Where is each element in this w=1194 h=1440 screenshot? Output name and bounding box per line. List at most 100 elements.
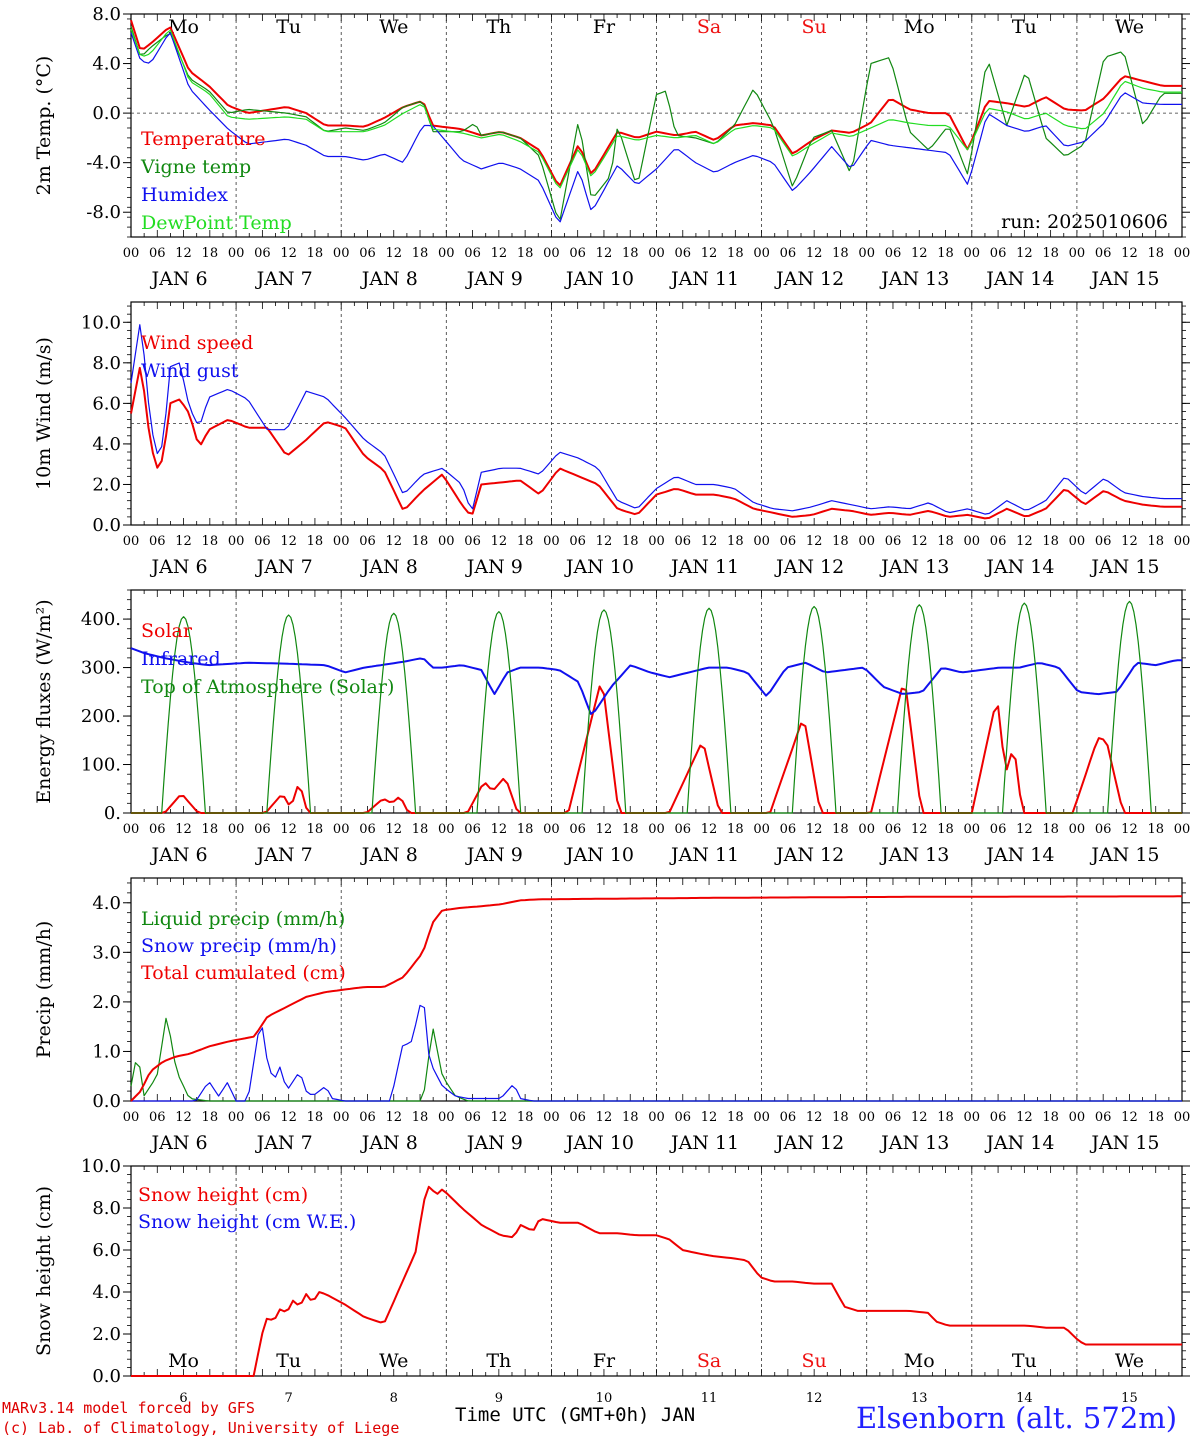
hour-tick-label: 00 <box>964 822 981 837</box>
y-tick-label: 8.0 <box>92 1198 121 1219</box>
y-tick-label: 4.0 <box>92 893 121 914</box>
hour-tick-label: 18 <box>517 822 534 837</box>
day-name-label: Tu <box>1012 1350 1037 1372</box>
chart-panel-precip: 4.0 3.0 2.0 1.0 0.0 Precip (mm/h) 00 06 12 18 00 06… <box>33 877 1190 1154</box>
hour-tick-label: 00 <box>648 822 665 837</box>
panel-frame <box>130 13 1183 238</box>
y-tick-label: 10.0 <box>81 312 121 333</box>
hour-tick-label: 06 <box>780 1110 797 1125</box>
date-label: JAN 6 <box>150 556 208 578</box>
hour-tick-label: 06 <box>254 822 271 837</box>
hour-tick-label: 00 <box>1174 534 1191 549</box>
hour-tick-label: 18 <box>1042 822 1059 837</box>
hour-tick-label: 18 <box>517 246 534 261</box>
date-label: JAN 8 <box>360 268 418 290</box>
hour-tick-label: 00 <box>648 246 665 261</box>
hour-tick-label: 18 <box>1147 534 1164 549</box>
day-number-label: 10 <box>596 1391 613 1406</box>
hour-tick-label: 06 <box>149 822 166 837</box>
hour-tick-label: 18 <box>517 1110 534 1125</box>
hour-tick-label: 18 <box>832 1110 849 1125</box>
hour-tick-label: 06 <box>569 534 586 549</box>
hour-tick-label: 00 <box>964 1110 981 1125</box>
hour-tick-label: 12 <box>491 822 508 837</box>
hour-tick-label: 18 <box>622 246 639 261</box>
y-axis-label: 2m Temp. (°C) <box>33 56 55 196</box>
legend-entry: DewPoint Temp <box>141 212 292 234</box>
hour-tick-label: 06 <box>1095 822 1112 837</box>
date-label: JAN 8 <box>360 1132 418 1154</box>
hour-tick-label: 18 <box>412 534 429 549</box>
hour-tick-label: 00 <box>228 534 245 549</box>
y-tick-label: 8.0 <box>92 4 121 25</box>
hour-tick-label: 00 <box>543 534 560 549</box>
time-axis-label: Time UTC (GMT+0h) JAN <box>455 1404 696 1426</box>
date-label: JAN 6 <box>150 844 208 866</box>
hour-tick-label: 06 <box>885 822 902 837</box>
y-tick-label: 3.0 <box>92 942 121 963</box>
hour-tick-label: 12 <box>1016 822 1033 837</box>
hour-tick-label: 00 <box>753 534 770 549</box>
chart-panel-wind: 10.0 8.0 6.0 4.0 2.0 0.0 10m Wind (m/s) 00 06 12 1… <box>33 301 1191 578</box>
y-tick-label: 4.0 <box>92 54 121 75</box>
station-label: Elsenborn (alt. 572m) <box>856 1401 1178 1435</box>
hour-tick-label: 12 <box>385 822 402 837</box>
y-tick-label: -8.0 <box>86 202 121 223</box>
hour-tick-label: 00 <box>964 534 981 549</box>
day-number-label: 7 <box>285 1391 293 1406</box>
hour-tick-label: 12 <box>911 534 928 549</box>
hour-tick-label: 06 <box>359 1110 376 1125</box>
y-tick-label: 0.0 <box>92 515 121 536</box>
hour-tick-label: 18 <box>622 822 639 837</box>
hour-tick-label: 00 <box>858 1110 875 1125</box>
hour-tick-label: 00 <box>228 246 245 261</box>
hour-tick-label: 12 <box>1121 534 1138 549</box>
hour-tick-label: 00 <box>438 822 455 837</box>
y-tick-label: 200. <box>81 706 121 727</box>
date-label: JAN 15 <box>1089 556 1159 578</box>
legend-entry: Snow height (cm) <box>138 1184 308 1206</box>
hour-tick-label: 12 <box>175 1110 192 1125</box>
hour-tick-label: 00 <box>753 822 770 837</box>
hour-tick-label: 00 <box>123 1110 140 1125</box>
date-label: JAN 13 <box>879 844 949 866</box>
hour-tick-label: 18 <box>937 534 954 549</box>
hour-tick-label: 06 <box>675 534 692 549</box>
hour-tick-label: 18 <box>622 1110 639 1125</box>
day-name-label: Sa <box>697 16 721 38</box>
date-label: JAN 14 <box>984 268 1054 290</box>
hour-tick-label: 12 <box>701 822 718 837</box>
hour-tick-label: 12 <box>701 534 718 549</box>
date-label: JAN 6 <box>150 268 208 290</box>
hour-tick-label: 18 <box>832 534 849 549</box>
day-number-label: 15 <box>1121 1391 1138 1406</box>
date-label: JAN 11 <box>669 556 739 578</box>
date-label: JAN 15 <box>1089 268 1159 290</box>
y-axis-label: Snow height (cm) <box>33 1186 55 1356</box>
y-tick-label: 0.0 <box>92 103 121 124</box>
hour-tick-label: 06 <box>885 246 902 261</box>
date-label: JAN 10 <box>564 268 634 290</box>
hour-tick-label: 06 <box>675 822 692 837</box>
date-label: JAN 10 <box>564 1132 634 1154</box>
hour-tick-label: 06 <box>1095 246 1112 261</box>
day-number-label: 9 <box>495 1391 503 1406</box>
hour-tick-label: 06 <box>569 822 586 837</box>
y-tick-label: 6.0 <box>92 393 121 414</box>
model-credit: MARv3.14 model forced by GFS <box>2 1399 255 1417</box>
hour-tick-label: 12 <box>385 1110 402 1125</box>
hour-tick-label: 18 <box>1042 246 1059 261</box>
day-number-label: 6 <box>179 1391 187 1406</box>
date-label: JAN 15 <box>1089 844 1159 866</box>
y-tick-label: 2.0 <box>92 1324 121 1345</box>
hour-tick-label: 12 <box>1016 534 1033 549</box>
day-number-label: 11 <box>701 1391 718 1406</box>
hour-tick-label: 00 <box>858 246 875 261</box>
series-line-humidex <box>130 32 1182 223</box>
hour-tick-label: 18 <box>202 246 219 261</box>
hour-tick-label: 00 <box>964 246 981 261</box>
hour-tick-label: 18 <box>727 822 744 837</box>
hour-tick-label: 18 <box>1042 1110 1059 1125</box>
hour-tick-label: 18 <box>1147 246 1164 261</box>
hour-tick-label: 18 <box>517 534 534 549</box>
